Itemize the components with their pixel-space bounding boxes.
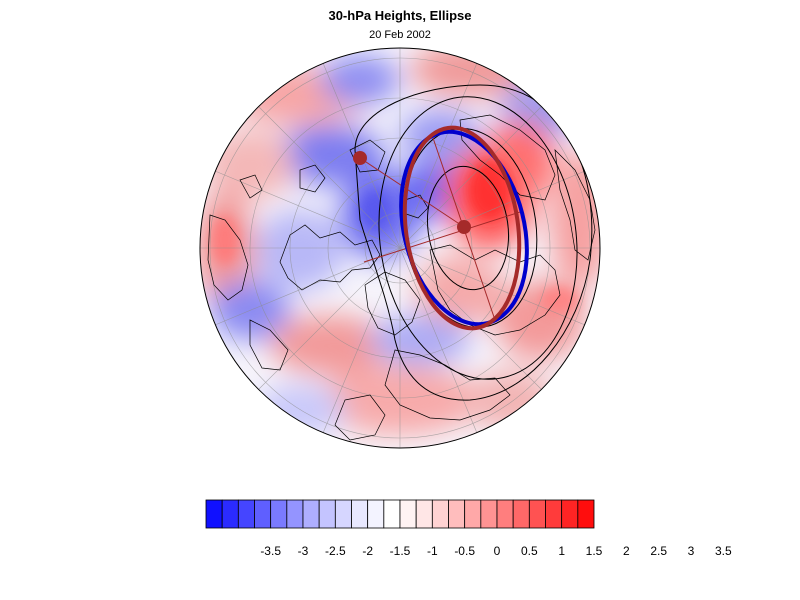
colorbar-swatch — [577, 499, 595, 529]
colorbar-swatch — [512, 499, 530, 529]
map-title: 30-hPa Heights, Ellipse — [328, 8, 472, 23]
colorbar-swatch — [367, 499, 385, 529]
colorbar-tick-label: 2 — [622, 544, 630, 558]
colorbar-tick-label: 3 — [687, 544, 695, 558]
colorbar-swatch — [399, 499, 417, 529]
colorbar-swatch — [383, 499, 401, 529]
colorbar-swatch — [431, 499, 449, 529]
analysis-ellipse-red — [402, 125, 522, 331]
graticule — [200, 48, 600, 448]
colorbar-swatch — [286, 499, 304, 529]
colorbar-swatch — [464, 499, 482, 529]
colorbar-tick-label: 0.5 — [520, 544, 538, 558]
colorbar-swatch — [221, 499, 239, 529]
vortex-center-marker — [457, 220, 471, 234]
colorbar-tick-label: -3 — [297, 544, 309, 558]
colorbar-tick-label: -1.5 — [389, 544, 411, 558]
colorbar-swatch — [448, 499, 466, 529]
colorbar-swatch — [480, 499, 498, 529]
colorbar-tick-label: -2 — [362, 544, 373, 558]
colorbar-tick-label: 1.5 — [585, 544, 603, 558]
pole-marker — [353, 151, 367, 165]
colorbar-tick-label: 3.5 — [714, 544, 732, 558]
colorbar-swatch — [270, 499, 288, 529]
coastlines — [207, 114, 596, 441]
colorbar-labels: -3.5 -3 -2.5 -2 -1.5 -1 -0.5 0 0.5 1 1.5 2 2.5 3 3.5 — [205, 544, 731, 560]
colorbar-tick-label: -0.5 — [454, 544, 475, 558]
colorbar-swatch — [545, 499, 563, 529]
colorbar-swatch — [496, 499, 514, 529]
colorbar-swatch — [318, 499, 336, 529]
colorbar-swatch — [351, 499, 369, 529]
axis-line-to-marker — [359, 157, 465, 228]
map-date: 20 Feb 2002 — [369, 29, 431, 41]
colorbar-tick-label: 0 — [493, 544, 501, 558]
colorbar-tick-label: -1 — [426, 544, 438, 558]
globe-outline — [199, 47, 601, 449]
polar-map — [199, 47, 601, 449]
colorbar-swatch — [528, 499, 546, 529]
colorbar-swatch — [334, 499, 352, 529]
minor-axis-line — [363, 211, 521, 263]
colorbar-swatch — [302, 499, 320, 529]
colorbar-swatch — [237, 499, 255, 529]
colorbar-tick-label: -2.5 — [324, 544, 346, 558]
colorbar-swatch — [561, 499, 579, 529]
colorbar-swatch — [254, 499, 272, 529]
colorbar-tick-label: 2.5 — [650, 544, 667, 558]
colorbar — [205, 499, 595, 529]
colorbar-swatch — [205, 499, 223, 529]
colorbar-tick-label: -3.5 — [260, 544, 281, 558]
height-anomaly-field — [200, 48, 600, 448]
colorbar-swatch — [415, 499, 433, 529]
colorbar-tick-label: 1 — [558, 544, 565, 558]
ellipse-overlay — [353, 125, 529, 331]
